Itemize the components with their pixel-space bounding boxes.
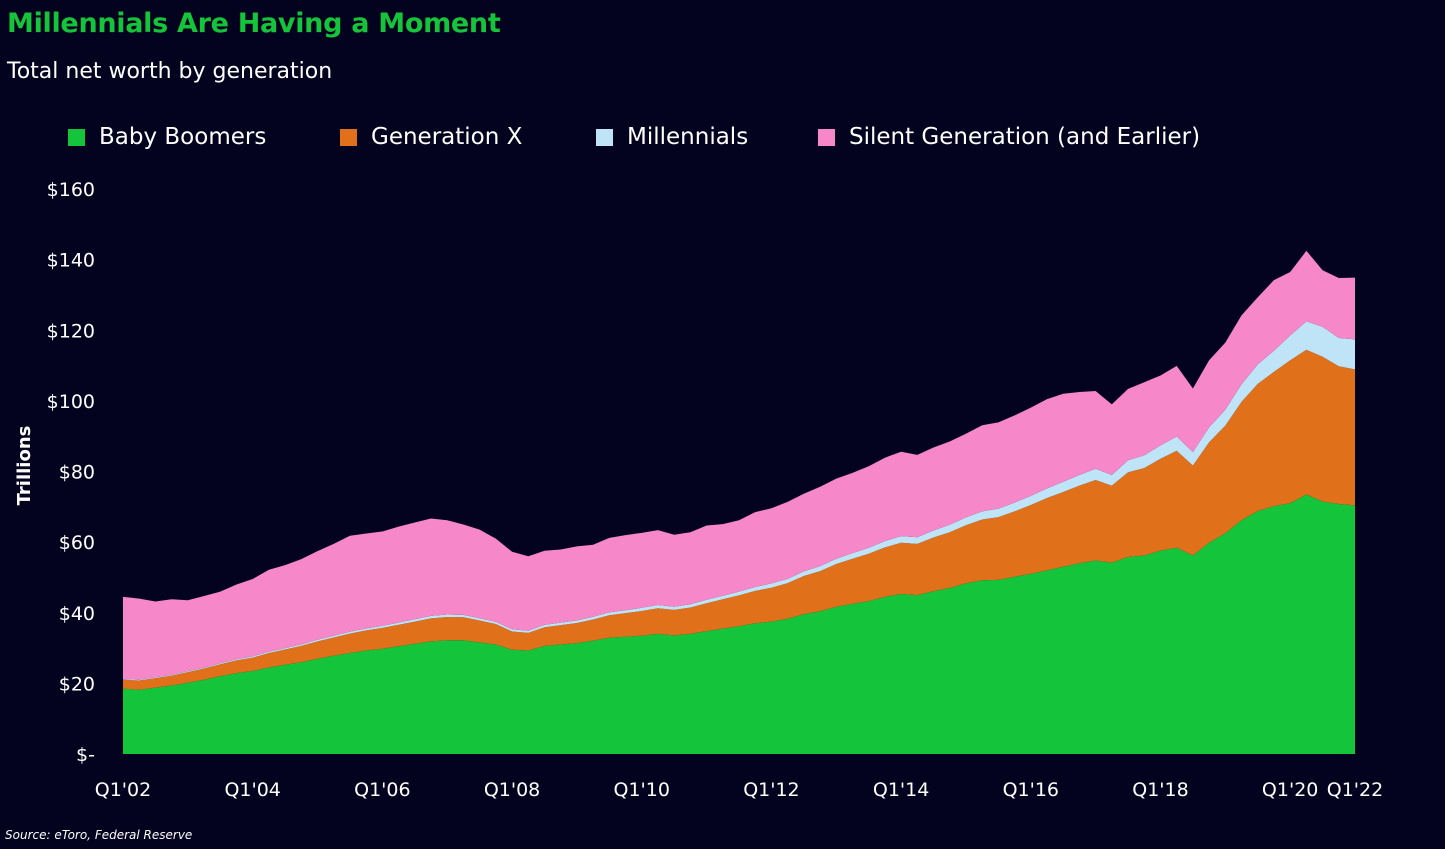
x-tick-label: Q1'04 — [224, 779, 280, 801]
area-series-group — [123, 250, 1355, 754]
y-tick-label: $160 — [47, 179, 95, 201]
x-tick-label: Q1'02 — [95, 779, 151, 801]
legend-swatch-generation-x — [340, 128, 357, 146]
area-generation-x — [123, 349, 1355, 690]
y-axis-ticks: $- $20 $40 $60 $80 $100 $120 $140 $160 — [47, 179, 95, 766]
area-silent-generation-and-earlier — [123, 250, 1355, 680]
area-baby-boomers — [123, 494, 1355, 754]
legend-label-generation-x: Generation X — [371, 124, 523, 150]
x-tick-label: Q1'10 — [614, 779, 670, 801]
legend-item-silent-generation: Silent Generation (and Earlier) — [818, 124, 1200, 150]
x-tick-label: Q1'22 — [1327, 779, 1383, 801]
legend-swatch-silent-generation — [818, 128, 835, 146]
source-note: Source: eToro, Federal Reserve — [5, 828, 193, 842]
legend-label-millennials: Millennials — [627, 124, 749, 150]
legend-swatch-baby-boomers — [68, 128, 85, 146]
x-tick-label: Q1'14 — [873, 779, 929, 801]
y-tick-label: $120 — [47, 320, 95, 342]
legend-item-generation-x: Generation X — [340, 124, 522, 150]
x-tick-label: Q1'18 — [1132, 779, 1188, 801]
y-tick-label: $40 — [59, 603, 95, 625]
y-tick-label: $80 — [59, 462, 95, 484]
legend: Baby Boomers Generation X Millennials Si… — [0, 124, 1445, 156]
x-tick-label: Q1'16 — [1003, 779, 1059, 801]
y-tick-label: $- — [76, 744, 95, 766]
legend-swatch-millennials — [596, 128, 613, 146]
legend-item-millennials: Millennials — [596, 124, 748, 150]
x-tick-label: Q1'08 — [484, 779, 540, 801]
chart-title: Millennials Are Having a Moment — [7, 8, 501, 39]
x-tick-label: Q1'06 — [354, 779, 410, 801]
x-tick-label: Q1'20 — [1262, 779, 1318, 801]
y-tick-label: $140 — [47, 250, 95, 272]
y-axis-label: Trillions — [14, 426, 35, 506]
y-tick-label: $20 — [59, 673, 95, 695]
x-axis-ticks: Q1'02 Q1'04 Q1'06 Q1'08 Q1'10 Q1'12 Q1'14 Q1'16… — [95, 779, 1383, 801]
y-tick-label: $100 — [47, 391, 95, 413]
legend-label-silent-generation: Silent Generation (and Earlier) — [849, 124, 1201, 150]
x-tick-label: Q1'12 — [743, 779, 799, 801]
legend-label-baby-boomers: Baby Boomers — [99, 124, 267, 150]
y-tick-label: $60 — [59, 532, 95, 554]
legend-item-baby-boomers: Baby Boomers — [68, 124, 266, 150]
chart-subtitle: Total net worth by generation — [7, 59, 333, 84]
